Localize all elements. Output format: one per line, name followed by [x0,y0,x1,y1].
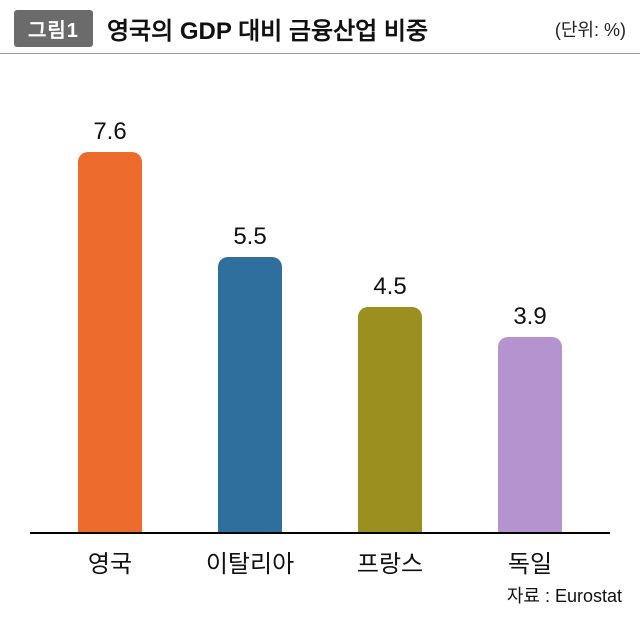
bar-group: 3.9 [468,303,591,532]
bar-value: 4.5 [373,273,406,301]
x-label: 이탈리아 [188,544,311,579]
bar-group: 4.5 [328,273,451,532]
bar [78,152,142,532]
bar-group: 5.5 [188,223,311,532]
bar [498,337,562,532]
bar-value: 3.9 [513,303,546,331]
bar-group: 7.6 [48,118,171,532]
bar-value: 5.5 [233,223,266,251]
bar [358,307,422,532]
figure-badge: 그림1 [14,10,93,47]
chart-title: 영국의 GDP 대비 금융산업 비중 [107,11,555,46]
chart-area: 7.6 5.5 4.5 3.9 [0,54,640,534]
chart-header: 그림1 영국의 GDP 대비 금융산업 비중 (단위: %) [0,0,640,54]
x-axis-labels: 영국 이탈리아 프랑스 독일 [0,534,640,579]
chart-unit: (단위: %) [555,16,626,42]
bar [218,257,282,532]
x-label: 독일 [468,544,591,579]
bars-container: 7.6 5.5 4.5 3.9 [30,104,610,534]
x-label: 영국 [48,544,171,579]
bar-value: 7.6 [93,118,126,146]
x-label: 프랑스 [328,544,451,579]
source-label: 자료 : Eurostat [507,582,622,608]
